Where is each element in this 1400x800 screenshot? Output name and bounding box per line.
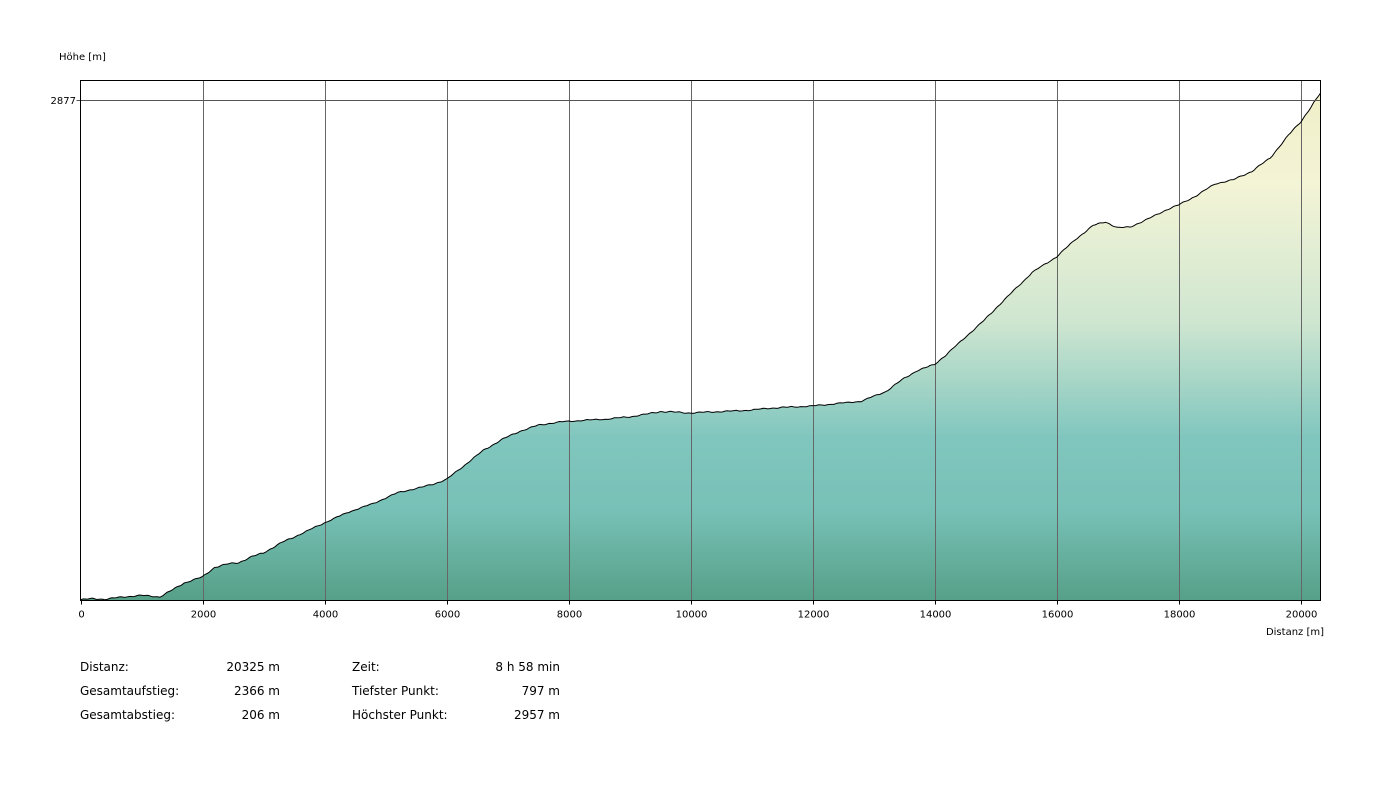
x-tick-label: 12000: [798, 610, 830, 621]
stat-label-time: Zeit:: [352, 660, 380, 674]
x-axis-ticks: 0 2000 4000 6000 8000 10000 12000 14000 16000 180…: [78, 600, 1318, 621]
elevation-area: [80, 93, 1321, 601]
x-axis-label: Distanz [m]: [1266, 627, 1324, 638]
x-tick-label: 16000: [1042, 610, 1074, 621]
stat-label-highest-point: Höchster Punkt:: [352, 708, 448, 722]
stat-value-ascent: 2366 m: [233, 684, 280, 698]
x-tick-label: 10000: [676, 610, 708, 621]
x-tick-label: 8000: [557, 610, 582, 621]
x-tick-label: 18000: [1164, 610, 1196, 621]
x-tick-label: 14000: [920, 610, 952, 621]
stat-label-distance: Distanz:: [80, 660, 129, 674]
stat-value-highest-point: 2957 m: [513, 708, 560, 722]
stat-value-time: 8 h 58 min: [495, 660, 560, 674]
stat-label-descent: Gesamtabstieg:: [80, 708, 175, 722]
plot-frame: [80, 80, 1321, 601]
x-tick-label: 2000: [191, 610, 216, 621]
y-reference-label: 2877: [51, 96, 76, 107]
stat-value-lowest-point: 797 m: [521, 684, 560, 698]
stat-label-lowest-point: Tiefster Punkt:: [352, 684, 439, 698]
elevation-line: [80, 92, 1321, 601]
y-axis-label: Höhe [m]: [59, 52, 106, 63]
stat-value-distance: 20325 m: [226, 660, 280, 674]
stat-value-descent: 206 m: [241, 708, 280, 722]
grid-lines: [203, 80, 1302, 601]
x-tick-label: 4000: [313, 610, 338, 621]
x-tick-label: 20000: [1286, 610, 1318, 621]
x-tick-label: 6000: [435, 610, 460, 621]
x-tick-label: 0: [78, 610, 84, 621]
stat-label-ascent: Gesamtaufstieg:: [80, 684, 180, 698]
